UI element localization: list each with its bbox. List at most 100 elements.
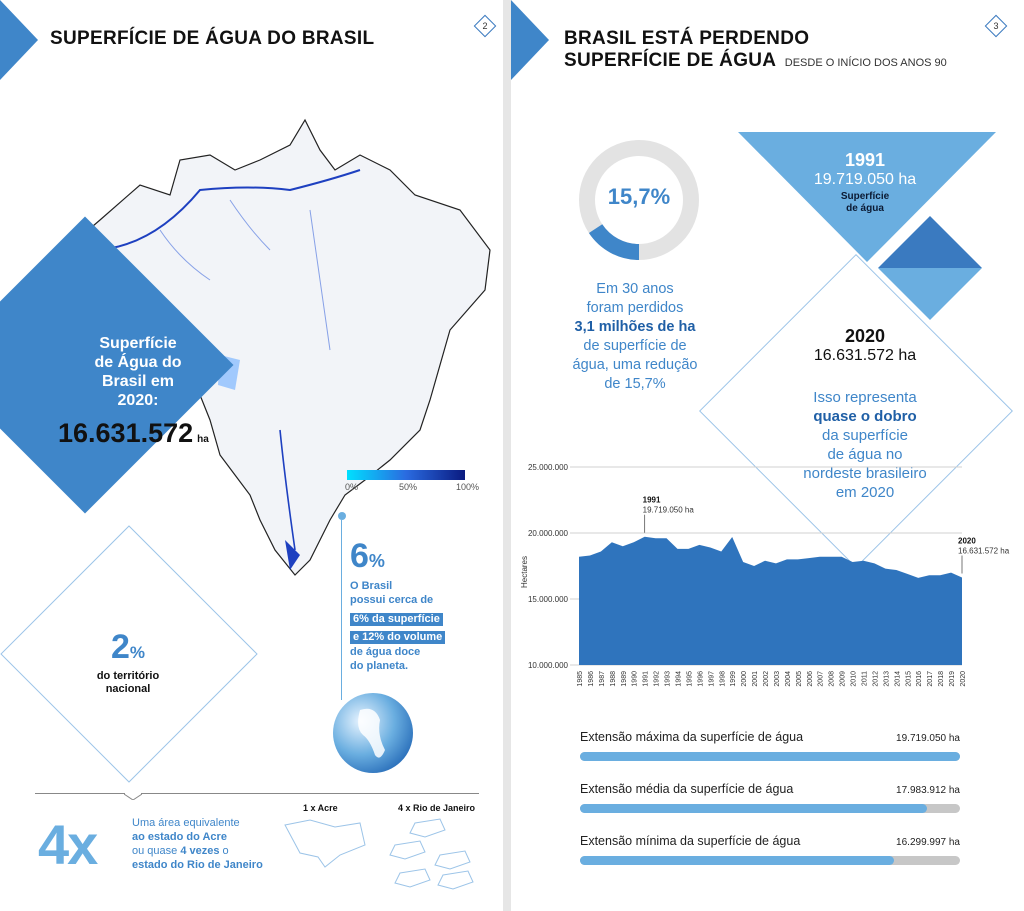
right-header-arrow <box>511 0 549 80</box>
stat-value-number: 16.631.572 <box>58 418 194 448</box>
rio-shape <box>409 818 446 838</box>
x-tick-label: 1989 <box>621 671 628 687</box>
river-branch <box>159 199 331 351</box>
y-tick-label: 15.000.000 <box>528 595 569 604</box>
represents-line: Isso representa <box>813 389 917 406</box>
extent-bar-row: Extensão mínima da superfície de água 16… <box>580 834 960 882</box>
x-tick-label: 1995 <box>686 671 693 687</box>
x-tick-label: 2007 <box>818 671 825 687</box>
legend-label-50: 50% <box>399 482 418 492</box>
territory-label: do território <box>96 670 160 682</box>
represents-line: da superfície <box>822 427 908 444</box>
x-tick-label: 2018 <box>938 671 945 687</box>
x-tick-label: 1993 <box>665 671 672 687</box>
territory-number: 2 <box>110 628 130 666</box>
parana-river <box>279 429 296 551</box>
diamond-top <box>878 216 982 268</box>
x-tick-label: 2006 <box>807 671 814 687</box>
extent-bar-track <box>580 856 960 865</box>
year1991-label: Superfície <box>840 191 890 202</box>
page-number-badge: 3 <box>984 14 1008 38</box>
planet-line: do planeta. <box>350 660 409 672</box>
right-subtitle: DESDE O INÍCIO DOS ANOS 90 <box>784 57 947 69</box>
planet-highlight: e 12% do volume <box>350 631 446 644</box>
represents-line: de água no <box>827 446 903 463</box>
acre-label: 1 x Acre <box>303 803 338 813</box>
stat-value: 16.631.572 ha <box>58 418 209 449</box>
planet-number: 6 <box>350 537 369 575</box>
left-page-title: SUPERFÍCIE DE ÁGUA DO BRASIL <box>50 28 375 49</box>
year2020-block: 2020 16.631.572 ha <box>790 326 940 365</box>
extent-bar-fill <box>580 752 960 761</box>
planet-line: de água doce <box>350 646 421 658</box>
right-title-line2: SUPERFÍCIE DE ÁGUA <box>564 50 777 71</box>
x-tick-label: 1997 <box>708 671 715 687</box>
x-tick-label: 2001 <box>752 671 759 687</box>
caption-line: Brasil em <box>101 373 175 390</box>
extent-bars: Extensão máxima da superfície de água 19… <box>580 730 960 882</box>
divider-left <box>35 793 125 794</box>
donut-loss-arc <box>579 140 699 260</box>
donut-text-line: água, uma redução <box>572 357 698 373</box>
x-tick-label: 1998 <box>719 671 726 687</box>
extent-bar-label: Extensão mínima da superfície de água <box>580 834 801 848</box>
x-tick-label: 1991 <box>643 671 650 687</box>
year1991-year: 1991 <box>844 150 886 170</box>
rio-shape <box>434 850 471 870</box>
planet-block: 6% O Brasil possui cerca de 6% da superf… <box>350 538 446 673</box>
donut-text-line: de superfície de <box>583 338 687 354</box>
water-area-chart: 10.000.000 15.000.000 20.000.000 25.000.000… <box>520 463 1010 687</box>
comparison-line: ou quase 4 vezes o <box>132 844 263 858</box>
divider-notch <box>124 793 142 800</box>
x-tick-label: 2010 <box>851 671 858 687</box>
left-header-arrow <box>0 0 38 80</box>
connector-line <box>341 520 342 700</box>
x-tick-label: 1988 <box>610 671 617 687</box>
rio-shape <box>389 840 426 860</box>
x-tick-label: 2000 <box>741 671 748 687</box>
x-tick-label: 2014 <box>894 671 901 687</box>
diamond-bottom <box>878 268 982 320</box>
right-title-line1: BRASIL ESTÁ PERDENDO <box>564 28 810 49</box>
extent-bar-fill <box>580 856 895 865</box>
x-tick-label: 2004 <box>785 671 792 687</box>
planet-line: possui cerca de <box>350 594 434 606</box>
x-tick-label: 2002 <box>763 671 770 687</box>
legend-label-0: 0% <box>345 482 359 492</box>
annotation-value: 19.719.050 ha <box>643 506 695 515</box>
extent-bar-label: Extensão máxima da superfície de água <box>580 730 804 744</box>
planet-value: 6% <box>350 538 445 579</box>
donut-text: Em 30 anos foram perdidos 3,1 milhões de… <box>560 280 710 394</box>
donut-highlight: 3,1 milhões de ha <box>574 319 696 335</box>
x-tick-label: 2005 <box>796 671 803 687</box>
comparison-part: ou quase <box>132 845 181 857</box>
x-tick-label: 1992 <box>654 671 661 687</box>
x-tick-label: 2008 <box>829 671 836 687</box>
comparison-line: Uma área equivalente <box>132 817 240 829</box>
extent-bar-value: 16.299.997 ha <box>896 837 960 848</box>
comparison-text: Uma área equivalente ao estado do Acre o… <box>132 816 263 872</box>
year1991-label: de água <box>846 203 884 214</box>
rio-label: 4 x Rio de Janeiro <box>398 803 476 813</box>
page-separator <box>503 0 511 911</box>
extent-bar-value: 17.983.912 ha <box>896 785 960 796</box>
y-tick-label: 10.000.000 <box>528 661 569 670</box>
x-tick-label: 1996 <box>697 671 704 687</box>
territory-block: 2% do território nacional <box>88 630 168 696</box>
triangle-shape <box>738 132 996 262</box>
extent-bar-track <box>580 752 960 761</box>
annotation-year: 2020 <box>958 536 976 545</box>
territory-suffix: % <box>129 643 146 662</box>
extent-bar-row: Extensão média da superfície de água 17.… <box>580 782 960 830</box>
loss-donut <box>579 140 699 260</box>
y-tick-label: 25.000.000 <box>528 463 569 472</box>
brazil-map <box>64 118 491 576</box>
planet-highlight: 6% da superfície <box>350 613 443 626</box>
stat-caption: Superfície de Água do Brasil em 2020: <box>88 334 188 410</box>
extent-bar-value: 19.719.050 ha <box>896 733 960 744</box>
comparison-multiplier: 4x <box>38 813 98 876</box>
x-tick-label: 1990 <box>632 671 639 687</box>
comparison-line: ao estado do Acre <box>132 831 227 843</box>
annotation-year: 1991 <box>643 496 661 505</box>
represents-line: em 2020 <box>835 484 895 501</box>
